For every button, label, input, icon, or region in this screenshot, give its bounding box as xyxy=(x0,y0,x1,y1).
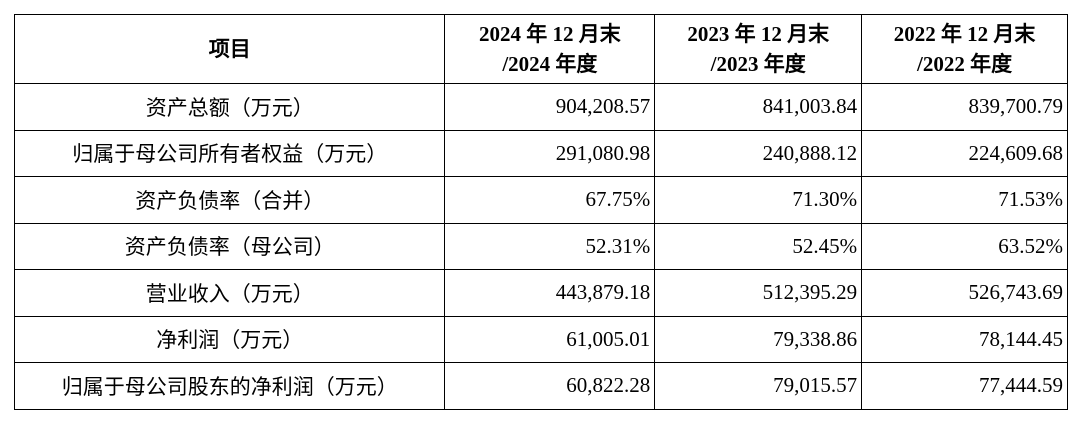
value-cell: 443,879.18 xyxy=(444,269,656,317)
header-cell: 2024 年 12 月末/2024 年度 xyxy=(444,14,656,84)
value-cell: 79,015.57 xyxy=(654,362,863,410)
header-text: 2022 年 12 月末 xyxy=(893,22,1036,46)
table-row: 归属于母公司股东的净利润（万元） 60,822.28 79,015.57 77,444… xyxy=(13,362,1068,410)
table-row: 资产负债率（合并） 67.75% 71.30% 71.53% xyxy=(13,176,1068,224)
header-cell: 2022 年 12 月末/2022 年度 xyxy=(861,14,1068,84)
value-cell: 526,743.69 xyxy=(861,269,1068,317)
table-row: 资产总额（万元） 904,208.57 841,003.84 839,700.79 xyxy=(13,83,1068,131)
table-row: 归属于母公司所有者权益（万元） 291,080.98 240,888.12 224,6… xyxy=(13,129,1068,177)
value-cell: 77,444.59 xyxy=(861,362,1068,410)
value-cell: 67.75% xyxy=(444,176,656,224)
header-text: /2024 年度 xyxy=(502,52,598,76)
row-label: 归属于母公司所有者权益（万元） xyxy=(13,129,446,177)
table-row: 资产负债率（母公司） 52.31% 52.45% 63.52% xyxy=(13,222,1068,270)
value-cell: 79,338.86 xyxy=(654,315,863,363)
value-cell: 839,700.79 xyxy=(861,83,1068,131)
header-text: 2024 年 12 月末 xyxy=(478,22,621,46)
value-cell: 512,395.29 xyxy=(654,269,863,317)
header-text: /2022 年度 xyxy=(917,52,1013,76)
value-cell: 60,822.28 xyxy=(444,362,656,410)
table-row: 净利润（万元） 61,005.01 79,338.86 78,144.45 xyxy=(13,315,1068,363)
value-cell: 61,005.01 xyxy=(444,315,656,363)
value-cell: 78,144.45 xyxy=(861,315,1068,363)
value-cell: 841,003.84 xyxy=(654,83,863,131)
table-row: 营业收入（万元） 443,879.18 512,395.29 526,743.69 xyxy=(13,269,1068,317)
header-cell: 2023 年 12 月末/2023 年度 xyxy=(654,14,863,84)
row-label: 资产总额（万元） xyxy=(13,83,446,131)
value-cell: 224,609.68 xyxy=(861,129,1068,177)
row-label: 净利润（万元） xyxy=(13,315,446,363)
value-cell: 63.52% xyxy=(861,222,1068,270)
value-cell: 71.30% xyxy=(654,176,863,224)
row-label: 资产负债率（母公司） xyxy=(13,222,446,270)
value-cell: 71.53% xyxy=(861,176,1068,224)
value-cell: 904,208.57 xyxy=(444,83,656,131)
row-label: 营业收入（万元） xyxy=(13,269,446,317)
header-row: 项目 2024 年 12 月末/2024 年度 2023 年 12 月末/2023 … xyxy=(13,14,1068,84)
row-label: 归属于母公司股东的净利润（万元） xyxy=(13,362,446,410)
value-cell: 52.45% xyxy=(654,222,863,270)
header-text: /2023 年度 xyxy=(710,52,806,76)
value-cell: 291,080.98 xyxy=(444,129,656,177)
data-table: 项目 2024 年 12 月末/2024 年度 2023 年 12 月末/2023 … xyxy=(13,14,1068,410)
header-cell: 项目 xyxy=(13,14,446,84)
value-cell: 52.31% xyxy=(444,222,656,270)
value-cell: 240,888.12 xyxy=(654,129,863,177)
header-text: 项目 xyxy=(208,37,251,61)
row-label: 资产负债率（合并） xyxy=(13,176,446,224)
table-body: 资产总额（万元） 904,208.57 841,003.84 839,700.79 归属… xyxy=(13,83,1068,410)
header-text: 2023 年 12 月末 xyxy=(687,22,830,46)
